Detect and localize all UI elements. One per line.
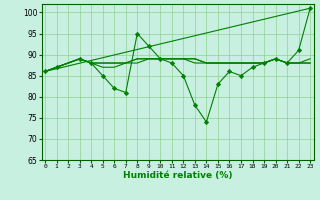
X-axis label: Humidité relative (%): Humidité relative (%) [123, 171, 232, 180]
